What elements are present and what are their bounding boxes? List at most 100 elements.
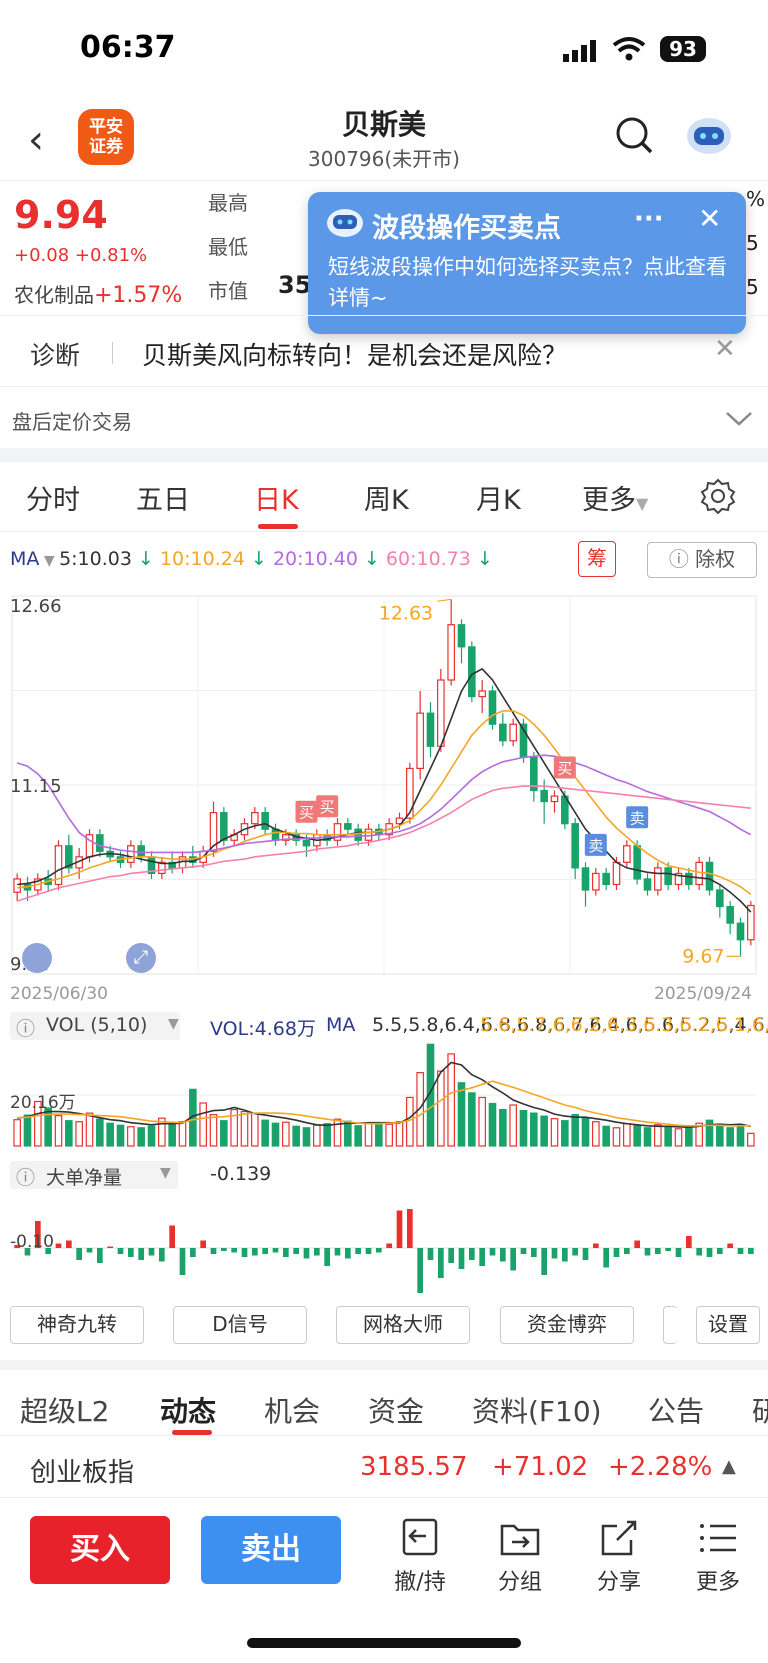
popup-close-icon[interactable]: ✕	[698, 202, 722, 235]
volume-bar	[654, 1124, 662, 1147]
tab-weekly-k[interactable]: 周K	[364, 485, 409, 516]
big-order-bar	[65, 1240, 72, 1248]
more-label: 更多	[695, 1570, 740, 1595]
more-button[interactable]: 更多	[683, 1516, 753, 1596]
back-icon[interactable]: ‹	[28, 117, 44, 163]
popup-more-icon[interactable]: ···	[634, 204, 664, 234]
tab-f10[interactable]: 资料(F10)	[472, 1395, 602, 1428]
big-order-bar	[293, 1248, 300, 1254]
info-tabs: 超级L2 动态 机会 资金 资料(F10) 公告 研	[0, 1360, 768, 1436]
tab-announcements[interactable]: 公告	[648, 1395, 705, 1428]
diagnosis-text[interactable]: 贝斯美风向标转向！是机会还是风险？	[142, 341, 568, 370]
expand-icon[interactable]: ⤢	[126, 943, 156, 973]
tab-five-day[interactable]: 五日	[136, 485, 190, 516]
tab-funds[interactable]: 资金	[368, 1395, 425, 1428]
buy-marker	[553, 756, 576, 779]
tool-magic-nine[interactable]: 神奇九转	[10, 1306, 144, 1344]
volume-bar	[137, 1127, 145, 1147]
candle	[251, 812, 259, 825]
big-order-bar	[200, 1240, 207, 1248]
big-order-bar	[158, 1248, 165, 1262]
index-ticker[interactable]: 创业板指 3185.57 +71.02 +2.28% ▲	[0, 1436, 768, 1498]
search-icon[interactable]	[614, 115, 654, 155]
tool-fund-game[interactable]: 资金博弈	[500, 1306, 634, 1344]
buy-button[interactable]: 买入	[30, 1516, 170, 1584]
sell-button[interactable]: 卖出	[201, 1516, 341, 1584]
tab-intraday[interactable]: 分时	[26, 485, 80, 516]
volume-bar	[592, 1121, 600, 1147]
volume-bar	[116, 1124, 125, 1147]
popup-body[interactable]: 短线波段操作中如何选择买卖点？点此查看详情~	[328, 255, 727, 310]
big-order-bar	[468, 1248, 475, 1260]
big-order-chart[interactable]	[0, 1190, 768, 1296]
tool-partial[interactable]	[663, 1306, 677, 1344]
big-order-axis: -0.10	[10, 1232, 54, 1252]
big-order-bar	[530, 1248, 537, 1257]
candle	[499, 723, 507, 742]
volume-bar	[106, 1122, 114, 1147]
tool-settings[interactable]: 设置	[696, 1306, 760, 1344]
index-pct: +2.28%	[608, 1452, 713, 1482]
tab-research[interactable]: 研	[752, 1395, 768, 1428]
volume-bar	[209, 1114, 218, 1147]
ma-legend[interactable]: MA ▼ 5:10.03 ↓ 10:10.24 ↓ 20:10.40 ↓ 60:…	[10, 548, 493, 570]
cancel-hold-button[interactable]: 撤/持	[385, 1516, 455, 1596]
tab-more[interactable]: 更多▼	[582, 478, 648, 517]
after-hours-bar[interactable]: 盘后定价交易	[0, 388, 768, 448]
collapse-icon[interactable]	[22, 943, 52, 973]
fuquan-button[interactable]: ⓘ 除权	[647, 542, 757, 578]
big-order-bar	[572, 1248, 579, 1256]
chevron-down-icon[interactable]	[724, 410, 754, 428]
candle	[302, 839, 311, 847]
tool-d-signal[interactable]: D信号	[173, 1306, 307, 1344]
big-order-bar	[623, 1248, 630, 1254]
group-button[interactable]: 分组	[485, 1516, 555, 1596]
price-change: +0.08 +0.81%	[14, 245, 148, 266]
candle	[654, 867, 662, 891]
volume-chart[interactable]	[0, 1040, 768, 1158]
volume-legend[interactable]: ⓘ VOL (5,10) ▼ VOL:4.68万 MA 5.5,5.8,6.4,…	[10, 1012, 768, 1040]
candle	[602, 872, 610, 886]
swing-trade-popup[interactable]: 波段操作买卖点 ··· ✕ 短线波段操作中如何选择买卖点？点此查看详情~	[308, 192, 746, 334]
big-order-bar	[220, 1248, 227, 1251]
high-pointer	[437, 598, 452, 602]
tab-opportunity[interactable]: 机会	[264, 1395, 321, 1428]
big-order-bar	[334, 1248, 341, 1256]
tab-news[interactable]: 动态	[160, 1395, 217, 1428]
volume-bar	[747, 1132, 755, 1147]
big-order-selector[interactable]	[10, 1161, 178, 1189]
big-order-bar	[117, 1248, 124, 1254]
volume-bar	[561, 1120, 569, 1147]
volume-bar	[457, 1082, 466, 1147]
tab-daily-k[interactable]: 日K	[254, 485, 299, 516]
volume-bar	[623, 1123, 631, 1147]
big-order-bar	[127, 1248, 134, 1257]
after-hours-label: 盘后定价交易	[12, 410, 132, 434]
candle	[457, 624, 466, 648]
gear-icon[interactable]	[700, 478, 736, 514]
tool-grid-master[interactable]: 网格大师	[336, 1306, 470, 1344]
caret-up-icon[interactable]: ▲	[722, 1456, 736, 1477]
diagnosis-close-icon[interactable]: ✕	[714, 334, 736, 364]
candle	[127, 845, 135, 863]
volume-bar	[13, 1119, 21, 1147]
diagnosis-bar[interactable]: 诊断 贝斯美风向标转向！是机会还是风险？ ✕	[0, 315, 768, 387]
sector-info[interactable]: 农化制品+1.57%	[14, 279, 182, 308]
volume-bar	[540, 1115, 548, 1147]
volume-selector[interactable]	[10, 1012, 180, 1040]
volume-bar	[395, 1121, 404, 1147]
share-button[interactable]: 分享	[584, 1516, 654, 1596]
battery-icon: 93	[660, 36, 706, 62]
candle	[643, 878, 652, 891]
big-order-bar	[365, 1248, 372, 1254]
tab-monthly-k[interactable]: 月K	[476, 485, 521, 516]
big-order-bar	[251, 1248, 258, 1256]
volume-bar	[178, 1121, 187, 1147]
volume-bar	[344, 1120, 352, 1147]
chip-button[interactable]: 筹	[578, 541, 616, 577]
robot-assistant-icon[interactable]	[684, 111, 734, 157]
buy-marker-label: 买	[320, 798, 335, 816]
tab-super-l2[interactable]: 超级L2	[20, 1395, 110, 1428]
big-order-legend[interactable]: ⓘ 大单净量 ▼ -0.139	[10, 1161, 768, 1189]
